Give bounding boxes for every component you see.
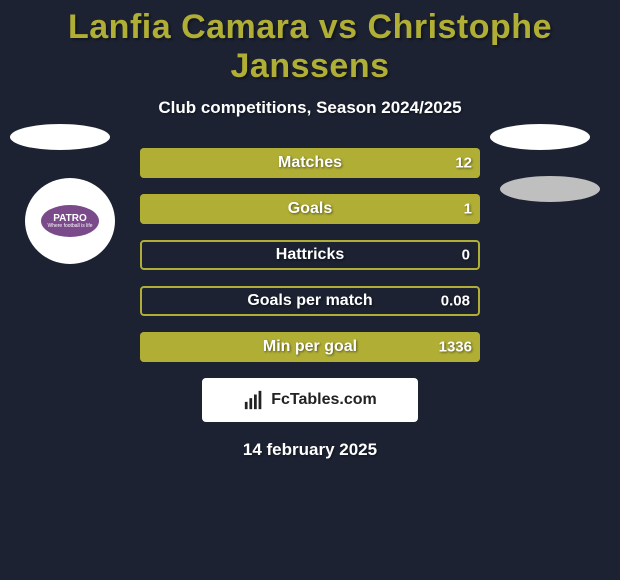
comparison-infographic: Lanfia Camara vs Christophe Janssens Clu… — [0, 0, 620, 580]
stat-value-right: 0 — [462, 247, 470, 264]
stat-label: Matches — [278, 154, 342, 172]
subtitle: Club competitions, Season 2024/2025 — [0, 98, 620, 118]
bar-chart-icon — [243, 389, 265, 411]
player-right-logo-placeholder-1 — [490, 124, 590, 150]
stat-rows: Matches 12 Goals 1 Hattricks 0 Goals per match… — [140, 148, 480, 362]
stat-label: Goals — [288, 200, 332, 218]
page-title: Lanfia Camara vs Christophe Janssens — [0, 0, 620, 86]
watermark-text: FcTables.com — [271, 391, 377, 409]
player-left-logo-placeholder — [10, 124, 110, 150]
stat-label: Min per goal — [263, 338, 357, 356]
stat-value-right: 0.08 — [441, 293, 470, 310]
date-text: 14 february 2025 — [0, 440, 620, 460]
stat-row: Matches 12 — [140, 148, 480, 178]
watermark: FcTables.com — [202, 378, 418, 422]
stats-area: Matches 12 Goals 1 Hattricks 0 Goals per match… — [0, 148, 620, 460]
stat-row: Hattricks 0 — [140, 240, 480, 270]
stat-row: Min per goal 1336 — [140, 332, 480, 362]
stat-label: Goals per match — [247, 292, 372, 310]
stat-row: Goals 1 — [140, 194, 480, 224]
stat-value-right: 1336 — [439, 339, 472, 356]
stat-row: Goals per match 0.08 — [140, 286, 480, 316]
stat-label: Hattricks — [276, 246, 344, 264]
stat-value-right: 1 — [464, 201, 472, 218]
stat-value-right: 12 — [455, 155, 472, 172]
